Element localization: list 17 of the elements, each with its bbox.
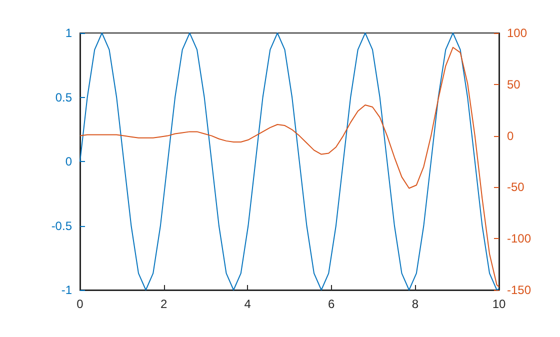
y-tick-label: 0 [65, 154, 72, 168]
y2-tick-label: 100 [507, 26, 528, 40]
x-tick-label: 2 [160, 297, 168, 311]
y-tick-label: 0.5 [55, 90, 72, 104]
y2-tick-label: -50 [507, 180, 525, 194]
x-tick-label: 8 [412, 297, 419, 311]
x-tick-label: 4 [244, 297, 252, 311]
y-tick-label: -0.5 [51, 218, 72, 233]
y2-tick-label: 50 [507, 77, 521, 92]
y2-tick-label: -150 [507, 283, 532, 297]
x-tick-label: 10 [492, 297, 506, 311]
x-tick-label: 0 [76, 297, 84, 311]
y-tick-label: -1 [61, 283, 72, 297]
x-tick-label: 6 [328, 297, 336, 311]
y-tick-label: 1 [65, 26, 72, 40]
y2-tick-label: 0 [507, 128, 514, 143]
y2-tick-label: -100 [507, 232, 532, 246]
